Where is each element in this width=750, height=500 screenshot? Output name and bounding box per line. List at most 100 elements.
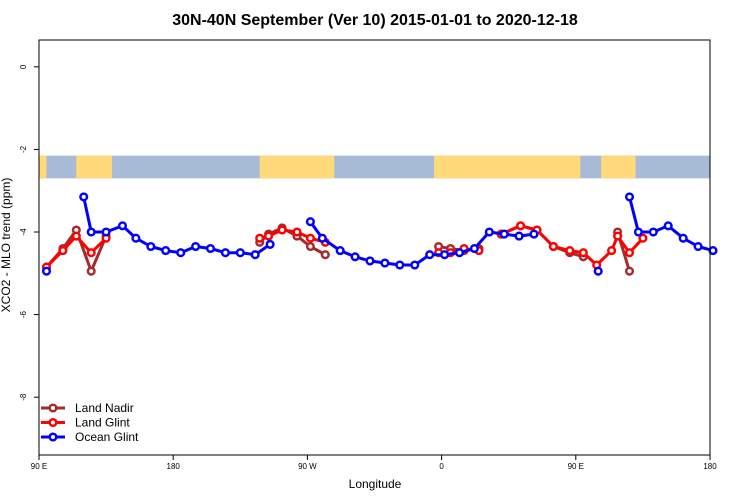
legend-swatch-marker xyxy=(48,403,58,413)
data-point xyxy=(708,246,718,256)
data-point xyxy=(578,248,588,258)
series-line xyxy=(309,220,535,267)
y-tick-label: -8 xyxy=(19,393,28,401)
data-point xyxy=(499,229,509,239)
data-point xyxy=(516,221,526,231)
data-point xyxy=(529,229,539,239)
data-point xyxy=(454,248,465,258)
y-axis: 0 -2 -4 -6 -8 xyxy=(19,64,39,401)
legend-swatch-marker xyxy=(48,417,58,428)
legend-item: Land Glint xyxy=(41,416,130,430)
data-point xyxy=(484,227,494,237)
data-point xyxy=(117,221,128,231)
map-land xyxy=(259,155,335,179)
data-point xyxy=(350,252,360,262)
legend-label: Land Nadir xyxy=(75,401,134,415)
data-point xyxy=(146,241,156,252)
data-point xyxy=(395,260,405,270)
map-band xyxy=(39,155,710,179)
data-point xyxy=(678,233,688,243)
data-point xyxy=(514,231,524,241)
y-tick-label: -2 xyxy=(19,145,28,153)
data-point xyxy=(633,227,643,237)
data-point xyxy=(176,248,186,258)
x-tick-label: 90 W xyxy=(298,462,317,471)
data-point xyxy=(71,231,81,241)
data-point xyxy=(277,225,287,235)
data-point xyxy=(205,243,216,254)
series-line xyxy=(45,234,108,269)
x-tick-label: 0 xyxy=(439,462,444,471)
data-point xyxy=(410,260,420,270)
data-point xyxy=(335,246,345,256)
map-land xyxy=(76,155,113,179)
y-tick-label: 0 xyxy=(19,64,28,69)
plot-area xyxy=(39,155,718,276)
x-tick-label: 180 xyxy=(703,462,717,471)
data-point xyxy=(41,266,52,276)
data-point xyxy=(86,227,96,237)
legend-label: Land Glint xyxy=(75,416,130,430)
x-axis: 90 E 180 90 W 0 90 E 180 xyxy=(31,455,717,471)
data-point xyxy=(191,241,201,252)
data-point xyxy=(380,258,390,268)
x-tick-label: 90 E xyxy=(568,462,584,471)
data-point xyxy=(365,256,375,266)
data-point xyxy=(86,266,96,276)
data-point xyxy=(593,266,603,276)
data-point xyxy=(292,227,302,237)
map-land xyxy=(434,155,581,179)
x-tick-label: 180 xyxy=(167,462,181,471)
data-point xyxy=(161,246,171,256)
x-axis-label: Longitude xyxy=(349,477,402,491)
data-point xyxy=(305,241,315,252)
data-point xyxy=(131,233,141,243)
data-point xyxy=(79,192,89,202)
data-point xyxy=(255,233,265,243)
x-tick-label: 90 E xyxy=(31,462,47,471)
data-point xyxy=(440,250,450,260)
y-axis-label: XCO2 - MLO trend (ppm) xyxy=(0,178,13,313)
data-point xyxy=(250,250,260,260)
data-point xyxy=(58,246,68,256)
plot-frame xyxy=(38,39,711,456)
legend-item: Ocean Glint xyxy=(41,430,139,444)
data-point xyxy=(638,233,648,243)
data-point xyxy=(548,241,558,252)
data-point xyxy=(613,231,623,241)
legend-swatch-marker xyxy=(48,432,58,442)
data-point xyxy=(320,250,330,260)
data-point xyxy=(235,248,245,258)
data-point xyxy=(101,227,111,237)
series-land-glint xyxy=(41,221,648,272)
data-point xyxy=(624,266,635,276)
data-point xyxy=(469,243,479,254)
data-point xyxy=(624,192,635,202)
y-tick-label: -6 xyxy=(19,311,28,319)
map-land xyxy=(601,155,636,179)
data-point xyxy=(86,248,96,258)
data-point xyxy=(264,231,274,241)
series-ocean-glint xyxy=(41,192,718,276)
data-point xyxy=(220,248,230,258)
map-land xyxy=(39,155,47,179)
data-point xyxy=(648,227,658,237)
data-point xyxy=(305,217,315,227)
data-point xyxy=(607,246,617,256)
data-point xyxy=(265,239,275,249)
y-tick-label: -4 xyxy=(19,228,28,236)
data-point xyxy=(693,241,703,252)
chart-title: 30N-40N September (Ver 10) 2015-01-01 to… xyxy=(172,12,578,29)
data-point xyxy=(565,246,575,256)
series-line xyxy=(82,196,271,257)
legend-label: Ocean Glint xyxy=(75,430,139,444)
data-point xyxy=(425,250,435,260)
data-point xyxy=(305,233,315,243)
data-point xyxy=(317,233,327,243)
data-point xyxy=(663,221,673,231)
legend-item: Land Nadir xyxy=(41,401,134,415)
data-point xyxy=(624,248,635,258)
series-layer xyxy=(41,192,718,276)
